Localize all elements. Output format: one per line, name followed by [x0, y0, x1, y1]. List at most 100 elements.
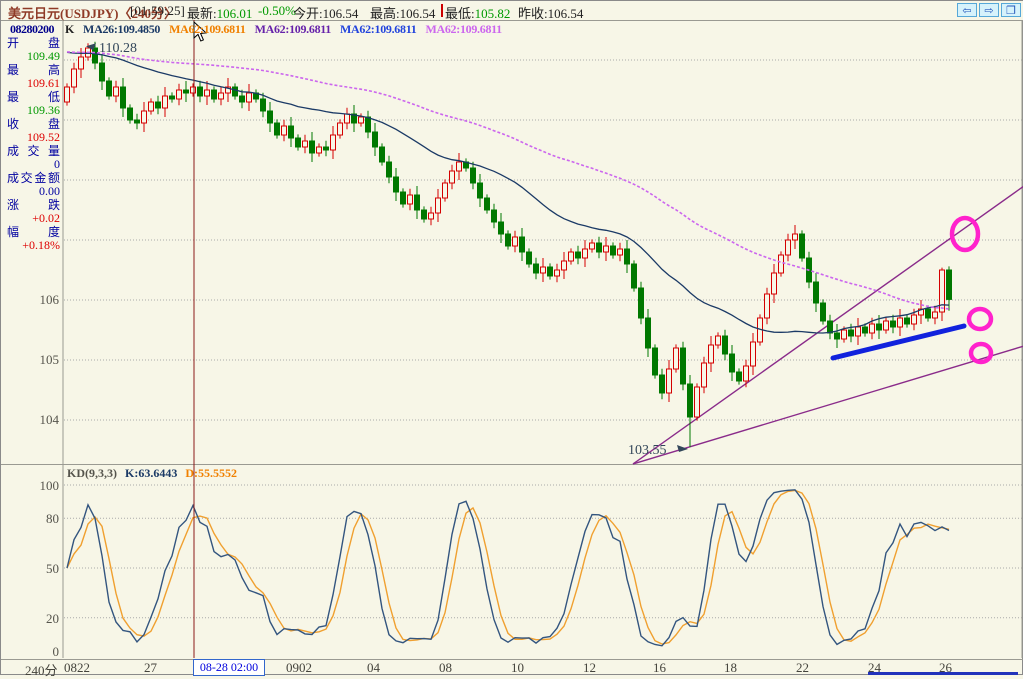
candle-up: [225, 86, 231, 94]
time-tick-label: 10: [511, 660, 524, 675]
candle-down: [722, 335, 728, 355]
legend-item: K: [65, 22, 75, 36]
candle-down: [862, 326, 868, 334]
candle-up: [344, 113, 350, 124]
candle-down: [687, 383, 693, 418]
next-arrow-icon[interactable]: ⇨: [979, 3, 999, 17]
candle-down: [183, 89, 189, 94]
time-tick-label: 04: [367, 660, 380, 675]
candle-up: [148, 101, 154, 112]
text-caret: [441, 4, 443, 17]
candle-up: [358, 116, 364, 124]
selected-bar-id: 08280200: [10, 22, 55, 36]
price-tick-label: 104: [39, 412, 60, 427]
candle-up: [939, 269, 945, 313]
candle-down: [274, 122, 280, 136]
kd-legend: KD(9,3,3) K:63.6443 D:55.5552: [67, 466, 245, 481]
high-arrow: [86, 43, 96, 51]
mouse-cursor: [193, 20, 208, 42]
candle-up: [883, 320, 889, 331]
candle-down: [834, 332, 840, 340]
candle-down: [680, 347, 686, 385]
candle-up: [750, 341, 756, 367]
candle-down: [351, 113, 357, 124]
legend-item: MA62:109.6811: [340, 22, 417, 36]
candle-down: [638, 287, 644, 319]
bar-info-row: 成交量 0: [7, 144, 60, 171]
quote-field: -0.50%: [258, 3, 296, 18]
time-tick-label: 12: [583, 660, 596, 675]
time-tick-label: 0902: [286, 660, 312, 675]
server-time: [01:59:25]: [130, 3, 185, 18]
candle-up: [764, 293, 770, 319]
candle-up: [666, 368, 672, 394]
candle-down: [421, 209, 427, 220]
kd-tick-label: 0: [52, 644, 60, 659]
candle-up: [694, 386, 700, 418]
time-tick-label: 26: [939, 660, 952, 675]
candle-down: [890, 320, 896, 328]
candle-up: [561, 260, 567, 271]
candle-down: [197, 86, 203, 97]
trendline: [632, 345, 1023, 465]
candle-down: [400, 191, 406, 205]
candle-up: [246, 92, 252, 103]
candle-up: [141, 110, 147, 124]
candle-up: [428, 212, 434, 220]
candle-up: [456, 161, 462, 172]
candle-up: [113, 86, 119, 97]
candle-down: [134, 119, 140, 124]
candle-up: [911, 314, 917, 325]
candle-down: [904, 317, 910, 325]
ma26-line: [66, 51, 950, 334]
candle-down: [239, 95, 245, 103]
candle-up: [218, 92, 224, 100]
prev-arrow-icon[interactable]: ⇦: [957, 3, 977, 17]
time-tick-label: 24: [868, 660, 881, 675]
candle-down: [106, 80, 112, 97]
candle-up: [540, 266, 546, 274]
legend-item: D:55.5552: [185, 466, 238, 480]
time-tick-label: 18: [724, 660, 737, 675]
time-tick-label: 0822: [64, 660, 90, 675]
bar-info-row: 开 盘 109.49: [7, 36, 60, 63]
candle-down: [827, 320, 833, 334]
candle-up: [442, 182, 448, 199]
candle-up: [778, 254, 784, 274]
candle-up: [708, 344, 714, 364]
candle-up: [176, 89, 182, 100]
legend-item: K:63.6443: [125, 466, 178, 480]
ma-legend: K MA26:109.4850 MA62:109.6811 MA62:109.6811…: [65, 22, 511, 37]
bar-info-row: 成交金额 0.00: [7, 171, 60, 198]
target-circle-annotation: [949, 215, 981, 253]
ma62-line: [66, 51, 950, 310]
candle-down: [645, 317, 651, 349]
candle-down: [127, 107, 133, 121]
candle-up: [743, 365, 749, 382]
cascade-windows-icon[interactable]: ❐: [1001, 3, 1021, 17]
candle-up: [715, 335, 721, 346]
time-tick-label: 08: [439, 660, 452, 675]
candle-down: [169, 95, 175, 100]
candle-up: [78, 56, 84, 70]
candle-up: [281, 125, 287, 136]
price-tick-label: 105: [39, 352, 60, 367]
candle-up: [554, 269, 560, 277]
candle-down: [470, 167, 476, 184]
candle-up: [897, 317, 903, 328]
candle-up: [337, 122, 343, 136]
candle-down: [393, 176, 399, 193]
candle-down: [876, 323, 882, 331]
quote-field: 今开:106.54: [293, 6, 359, 21]
candle-up: [855, 326, 861, 337]
candle-down: [526, 251, 532, 265]
candle-down: [519, 236, 525, 253]
candle-up: [792, 233, 798, 241]
horizontal-scrollbar[interactable]: [868, 672, 1018, 675]
candle-down: [379, 146, 385, 163]
candle-up: [407, 194, 413, 205]
candle-down: [155, 101, 161, 109]
